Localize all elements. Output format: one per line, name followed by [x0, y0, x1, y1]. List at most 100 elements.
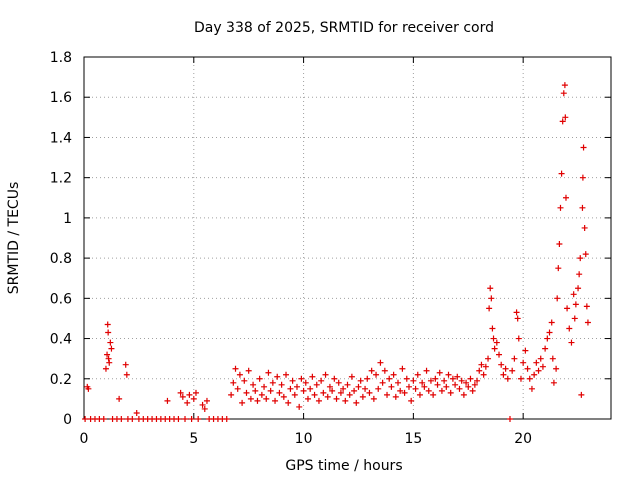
- data-point: [381, 367, 388, 374]
- y-tick-label: 1.8: [50, 50, 72, 66]
- data-point: [542, 345, 549, 352]
- data-point: [256, 375, 263, 382]
- data-point: [230, 379, 237, 386]
- data-point: [133, 409, 140, 416]
- data-point: [561, 82, 568, 89]
- data-point: [491, 345, 498, 352]
- data-point: [432, 375, 439, 382]
- data-point: [560, 90, 567, 97]
- y-axis-title: SRMTID / TECUs: [6, 182, 22, 295]
- y-tick-label: 0.2: [50, 372, 72, 388]
- data-point: [285, 399, 292, 406]
- data-point: [425, 387, 432, 394]
- data-point: [331, 375, 338, 382]
- data-point: [489, 325, 496, 332]
- data-point: [265, 369, 272, 376]
- data-point: [201, 405, 208, 412]
- data-point: [460, 391, 467, 398]
- data-point: [232, 365, 239, 372]
- data-point: [449, 375, 456, 382]
- data-point: [283, 371, 290, 378]
- data-point: [397, 387, 404, 394]
- data-point: [452, 381, 459, 388]
- data-point: [511, 355, 518, 362]
- data-point: [309, 373, 316, 380]
- data-point: [390, 371, 397, 378]
- data-point: [337, 389, 344, 396]
- data-point: [239, 399, 246, 406]
- data-point: [164, 397, 171, 404]
- data-point: [434, 381, 441, 388]
- data-point: [326, 383, 333, 390]
- data-point: [408, 397, 415, 404]
- y-tick-label: 1: [63, 211, 72, 227]
- data-point: [535, 367, 542, 374]
- data-point: [243, 389, 250, 396]
- data-point: [447, 389, 454, 396]
- data-point: [342, 397, 349, 404]
- data-point: [487, 285, 494, 292]
- data-point: [293, 383, 300, 390]
- data-point: [577, 255, 584, 262]
- data-point: [386, 375, 393, 382]
- data-point: [300, 387, 307, 394]
- data-point: [392, 393, 399, 400]
- data-point: [550, 379, 557, 386]
- data-point: [533, 359, 540, 366]
- data-point: [250, 381, 257, 388]
- data-point: [362, 385, 369, 392]
- data-point: [85, 385, 92, 392]
- data-point: [500, 371, 507, 378]
- data-point: [366, 389, 373, 396]
- data-point: [223, 416, 230, 422]
- data-point: [454, 373, 461, 380]
- data-point: [368, 367, 375, 374]
- data-point: [427, 377, 434, 384]
- data-point: [287, 385, 294, 392]
- data-point: [195, 416, 202, 422]
- data-point: [467, 375, 474, 382]
- data-point: [311, 391, 318, 398]
- data-point: [478, 361, 485, 368]
- data-point: [280, 393, 287, 400]
- axis-ticks: 0 0.2 0.4 0.6 0.8 1 1.2 1.4 1.6 1.8 0 5 10 15 20: [50, 50, 611, 447]
- data-point: [465, 383, 472, 390]
- data-point: [116, 395, 123, 402]
- data-point: [581, 224, 588, 231]
- data-point: [531, 371, 538, 378]
- data-point: [241, 377, 248, 384]
- data-point: [416, 391, 423, 398]
- data-point: [388, 383, 395, 390]
- data-point: [129, 416, 136, 422]
- data-point: [513, 309, 520, 316]
- data-point: [557, 204, 564, 211]
- data-point: [100, 416, 107, 422]
- y-tick-label: 1.4: [50, 130, 72, 146]
- data-point: [263, 395, 270, 402]
- data-point: [359, 393, 366, 400]
- data-point: [108, 345, 115, 352]
- data-point: [307, 385, 314, 392]
- data-point: [122, 361, 129, 368]
- data-point: [313, 381, 320, 388]
- data-point: [355, 383, 362, 390]
- chart-title: Day 338 of 2025, SRMTID for receiver cor…: [194, 20, 494, 36]
- data-point: [384, 391, 391, 398]
- data-point: [333, 395, 340, 402]
- data-point: [496, 351, 503, 358]
- data-point: [506, 416, 513, 422]
- data-point: [419, 379, 426, 386]
- data-point: [488, 295, 495, 302]
- x-tick-label: 0: [80, 431, 89, 447]
- data-point: [298, 375, 305, 382]
- data-point: [410, 377, 417, 384]
- data-point: [423, 367, 430, 374]
- data-point: [517, 375, 524, 382]
- data-point: [562, 194, 569, 201]
- data-point: [105, 329, 112, 336]
- data-point: [123, 371, 130, 378]
- data-point: [320, 389, 327, 396]
- data-point: [579, 174, 586, 181]
- data-point: [370, 395, 377, 402]
